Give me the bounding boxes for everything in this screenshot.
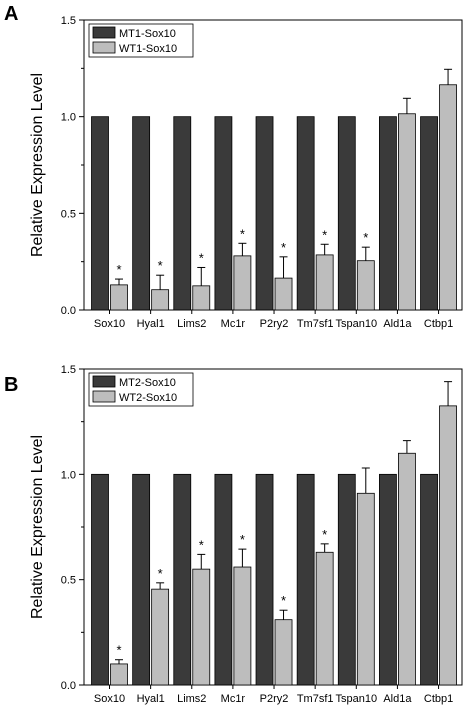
x-tick-label: Lims2 [177, 318, 206, 330]
bar-mt1-sox10 [214, 116, 233, 311]
bar-mt2-sox10 [379, 473, 397, 686]
bar-wt1-sox10 [398, 113, 416, 311]
significance-star: * [363, 230, 368, 245]
y-tick-label: 0.0 [61, 305, 76, 317]
legend: MT1-Sox10 WT1-Sox10 [88, 23, 194, 58]
x-tick-label: P2ry2 [260, 693, 289, 705]
panel-label: A [4, 3, 18, 25]
significance-star: * [116, 262, 121, 277]
y-tick-label: 0.5 [61, 208, 76, 220]
x-tick-label: Tm7sf1 [297, 693, 334, 705]
legend-swatch [92, 41, 116, 54]
bar-wt2-sox10 [151, 588, 170, 686]
bar-mt2-sox10 [173, 473, 192, 686]
significance-star: * [322, 527, 327, 542]
bar-wt2-sox10 [192, 568, 211, 686]
y-tick-label: 0.0 [61, 680, 76, 692]
significance-star: * [116, 643, 121, 658]
panel-label: B [4, 374, 18, 396]
x-tick-label: Tspan10 [335, 693, 377, 705]
x-tick-label: Sox10 [94, 693, 125, 705]
significance-star: * [281, 240, 286, 255]
bar-wt1-sox10 [315, 254, 334, 311]
x-tick-label: Ctbp1 [424, 693, 453, 705]
bar-mt1-sox10 [337, 116, 356, 311]
bar-mt2-sox10 [420, 473, 438, 686]
bar-wt2-sox10 [398, 452, 416, 686]
x-tick-label: Ctbp1 [424, 318, 453, 330]
x-tick-label: Tspan10 [335, 318, 377, 330]
significance-star: * [158, 258, 163, 273]
chart-panel-a: A 0.0 0.5 1.0 1.5 Relative Expression Level * S… [4, 3, 463, 330]
legend: MT2-Sox10 WT2-Sox10 [88, 372, 194, 407]
bar-wt2-sox10 [233, 566, 252, 686]
bar-wt2-sox10 [315, 551, 334, 686]
bar-wt1-sox10 [110, 284, 128, 311]
bar-mt1-sox10 [132, 116, 151, 311]
y-axis-title: Relative Expression Level [29, 435, 46, 619]
x-tick-label: Hyal1 [137, 693, 165, 705]
significance-star: * [281, 593, 286, 608]
bar-mt1-sox10 [379, 116, 397, 311]
y-tick-label: 1.0 [61, 469, 76, 481]
significance-star: * [322, 227, 327, 242]
bar-wt1-sox10 [356, 260, 375, 311]
x-tick-label: Mc1r [221, 693, 246, 705]
bar-mt1-sox10 [255, 116, 274, 311]
bar-mt2-sox10 [132, 473, 151, 686]
x-tick-label: P2ry2 [260, 318, 289, 330]
x-tick-label: Tm7sf1 [297, 318, 334, 330]
bar-wt2-sox10 [110, 663, 128, 686]
y-tick-label: 0.5 [61, 575, 76, 587]
bar-mt1-sox10 [91, 116, 109, 311]
significance-star: * [240, 532, 245, 547]
bar-mt2-sox10 [214, 473, 233, 686]
bar-wt2-sox10 [274, 619, 293, 686]
significance-star: * [240, 226, 245, 241]
y-axis-title: Relative Expression Level [29, 73, 46, 257]
x-tick-label: Ald1a [383, 693, 412, 705]
bar-mt1-sox10 [296, 116, 315, 311]
bar-mt1-sox10 [173, 116, 192, 311]
bar-mt2-sox10 [91, 473, 109, 686]
bar-mt1-sox10 [420, 116, 438, 311]
significance-star: * [199, 250, 204, 265]
bar-mt2-sox10 [255, 473, 274, 686]
legend-label: MT2-Sox10 [119, 377, 176, 389]
bar-mt2-sox10 [337, 473, 356, 686]
x-tick-label: Hyal1 [137, 318, 165, 330]
chart-panel-b: B 0.0 0.5 1.0 1.5 Relative Expression Level * S… [4, 364, 463, 705]
legend-swatch [92, 375, 116, 388]
legend-label: MT1-Sox10 [119, 28, 176, 40]
bar-mt2-sox10 [296, 473, 315, 686]
bar-wt1-sox10 [192, 285, 211, 311]
x-tick-label: Mc1r [221, 318, 246, 330]
legend-label: WT1-Sox10 [119, 43, 177, 55]
y-tick-label: 1.5 [61, 15, 76, 27]
x-tick-label: Ald1a [383, 318, 412, 330]
bar-wt2-sox10 [439, 405, 457, 686]
legend-swatch [92, 390, 116, 403]
bar-wt2-sox10 [356, 492, 375, 686]
bar-wt1-sox10 [151, 289, 170, 311]
bar-wt1-sox10 [274, 277, 293, 311]
x-tick-label: Lims2 [177, 693, 206, 705]
y-tick-label: 1.5 [61, 364, 76, 376]
x-tick-label: Sox10 [94, 318, 125, 330]
legend-swatch [92, 26, 116, 39]
significance-star: * [199, 537, 204, 552]
legend-label: WT2-Sox10 [119, 392, 177, 404]
y-tick-label: 1.0 [61, 112, 76, 124]
significance-star: * [158, 566, 163, 581]
bar-wt1-sox10 [439, 84, 457, 311]
bar-wt1-sox10 [233, 255, 252, 311]
